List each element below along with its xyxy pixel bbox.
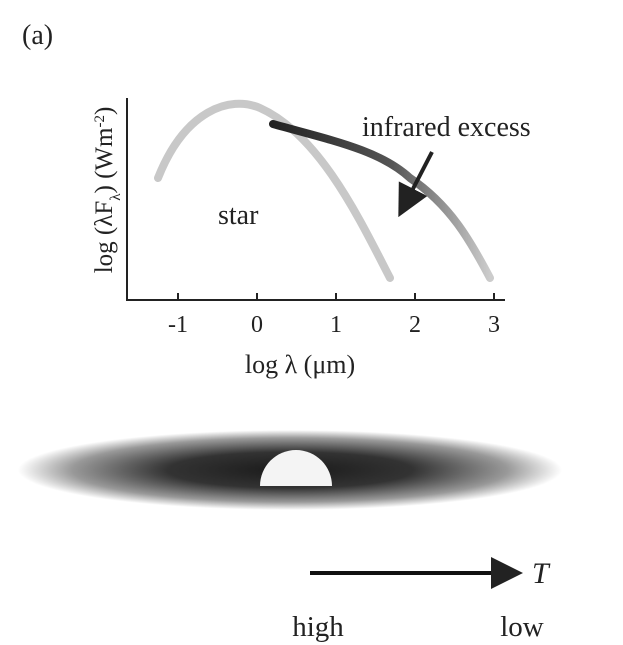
y-label-part: log (λF	[91, 201, 118, 274]
low-label: low	[500, 611, 544, 643]
x-axis-label: log λ (μm)	[245, 350, 355, 379]
y-label-part: ) (Wm	[91, 127, 118, 193]
y-label-part: )	[91, 107, 118, 115]
panel-label: (a)	[22, 20, 53, 51]
high-label: high	[292, 611, 344, 643]
x-tick-label: 0	[251, 312, 263, 338]
x-tick-label: -1	[168, 312, 188, 338]
y-label-sub: λ	[108, 193, 124, 201]
excess-arrow	[398, 151, 434, 218]
excess-label: infrared excess	[362, 112, 531, 143]
excess-curve	[269, 120, 494, 282]
y-axis-label: log (λFλ) (Wm-2)	[91, 107, 124, 274]
star-curve	[154, 99, 394, 282]
x-tick-label: 2	[409, 312, 421, 338]
x-tick-label: 3	[488, 312, 500, 338]
axes	[126, 98, 505, 301]
temperature-label: T	[532, 557, 551, 590]
star-label: star	[218, 200, 259, 231]
x-tick-label: 1	[330, 312, 342, 338]
star	[260, 450, 332, 486]
x-ticks: -1 0 1 2 3	[168, 293, 500, 338]
y-label-sup: -2	[92, 115, 108, 128]
